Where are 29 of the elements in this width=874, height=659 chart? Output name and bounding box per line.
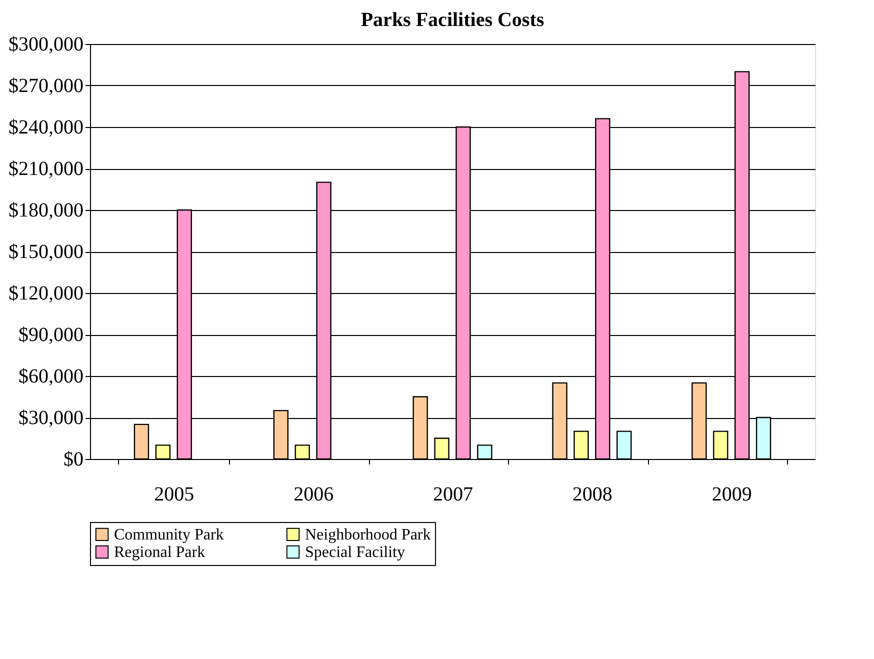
y-tick-label: $30,000	[18, 407, 84, 429]
legend-label: Regional Park	[114, 544, 206, 561]
bar	[713, 430, 728, 460]
y-tick-label: $0	[64, 448, 84, 470]
x-tick-label: 2009	[712, 484, 752, 506]
legend-label: Special Facility	[305, 544, 405, 561]
y-tick-label: $60,000	[18, 366, 84, 388]
bar	[134, 424, 150, 460]
legend-label: Neighborhood Park	[305, 526, 431, 544]
chart-title: Parks Facilities Costs	[360, 9, 544, 31]
y-tick-label: $180,000	[8, 200, 84, 222]
x-tick-label: 2005	[154, 484, 194, 506]
y-tick-label: $240,000	[8, 116, 84, 138]
y-tick-label: $150,000	[8, 241, 84, 263]
y-tick-label: $210,000	[8, 158, 84, 180]
bar	[294, 444, 310, 460]
y-tick-label: $300,000	[8, 34, 84, 56]
y-tick-label: $120,000	[8, 282, 84, 304]
bar	[155, 444, 171, 460]
bar	[574, 430, 589, 460]
bar	[477, 444, 492, 460]
y-tick-label: $270,000	[8, 75, 84, 97]
legend-label: Community Park	[114, 526, 224, 544]
x-tick-label: 2008	[572, 484, 612, 506]
bar	[616, 430, 632, 460]
x-tick-label: 2006	[294, 484, 334, 506]
bar	[434, 438, 450, 460]
x-tick-label: 2007	[433, 484, 473, 506]
y-tick-label: $90,000	[18, 324, 84, 346]
